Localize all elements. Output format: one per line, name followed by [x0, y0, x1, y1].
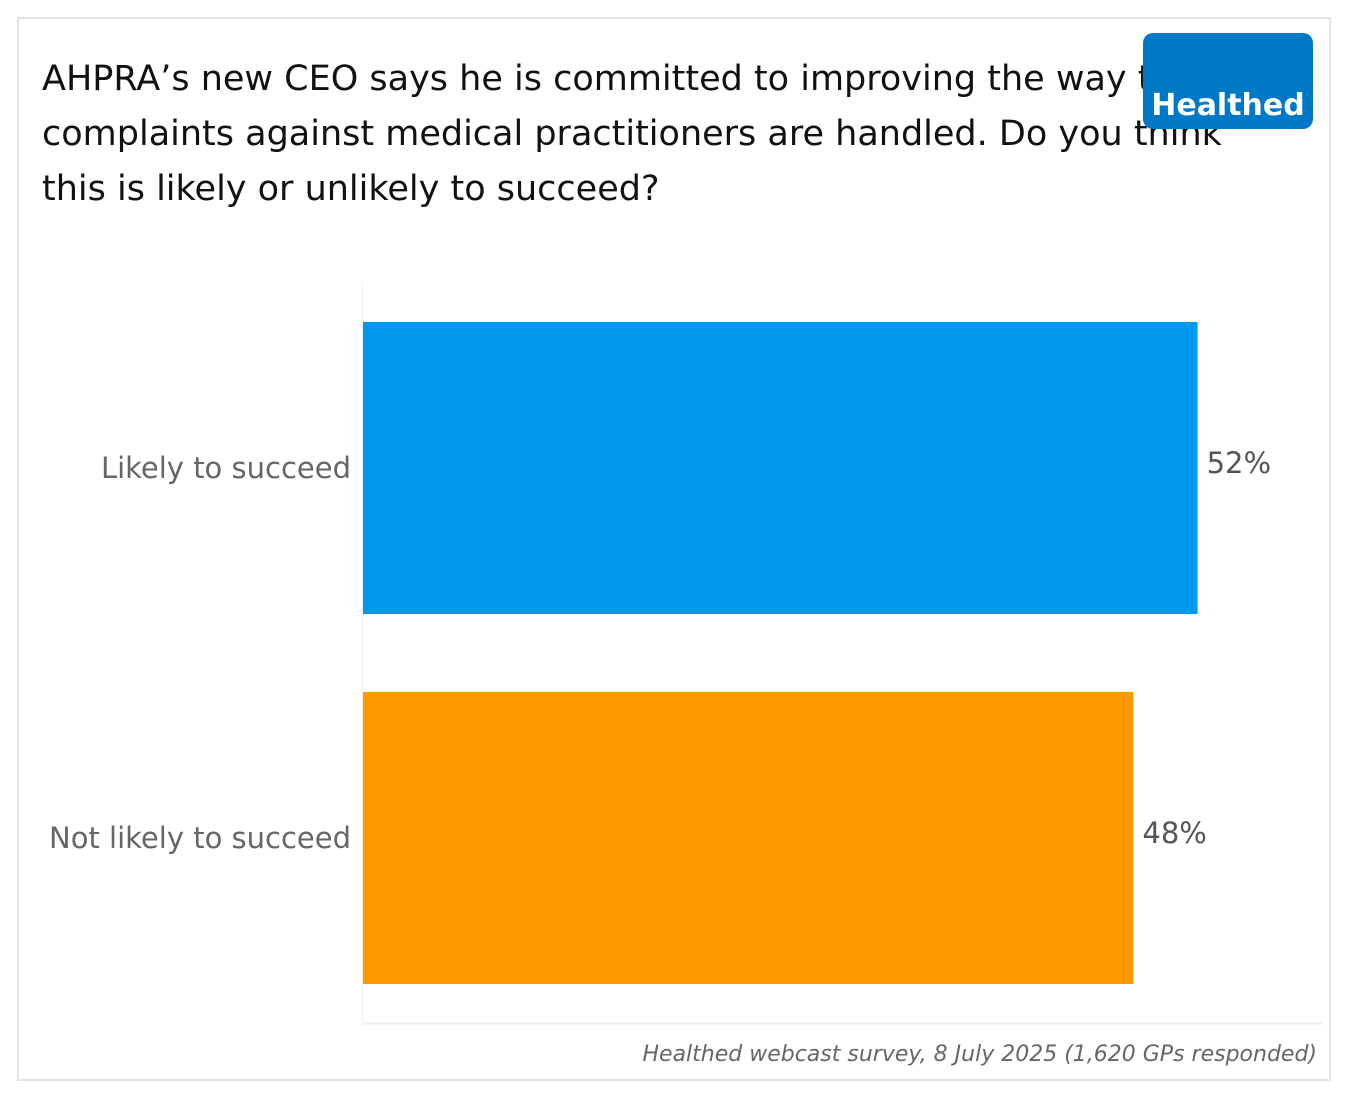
healthed-logo: Healthed [1143, 33, 1313, 129]
logo-text: Healthed [1151, 88, 1305, 123]
source-note: Healthed webcast survey, 8 July 2025 (1,… [642, 1042, 1317, 1067]
data-label: 52% [1207, 446, 1271, 480]
bar-1 [363, 692, 1134, 984]
chart-frame [17, 17, 1331, 1081]
category-label: Likely to succeed [101, 451, 351, 485]
bar-0 [363, 322, 1198, 614]
chart-title: AHPRA’s new CEO says he is committed to … [42, 59, 1222, 209]
category-label: Not likely to succeed [49, 821, 351, 855]
data-label: 48% [1142, 816, 1206, 850]
